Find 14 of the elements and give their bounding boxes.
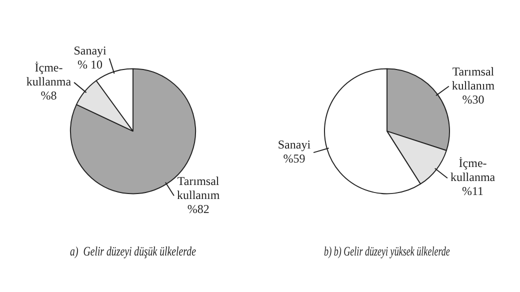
data-label: %11 — [462, 184, 484, 198]
data-label: % 10 — [78, 58, 103, 72]
slice-label: İçme-kullanma — [450, 156, 496, 184]
slice-label: İçme-kullanma — [26, 60, 72, 89]
text: b) b) Gelir düzeyi yüksek ülkelerde — [324, 245, 450, 260]
data-label: %8 — [40, 88, 57, 103]
data-label: %30 — [462, 92, 484, 106]
text: a) Gelir düzeyi düşük ülkelerde — [70, 245, 196, 259]
slice-label: Sanayi — [74, 44, 108, 58]
slice-label: Tarımsal kullanım — [176, 174, 220, 202]
data-label: %82 — [187, 202, 210, 216]
slice-label: Tarımsal kullanım — [452, 64, 496, 92]
slice-label: Sanayi — [278, 138, 312, 152]
data-label: %59 — [283, 152, 306, 166]
